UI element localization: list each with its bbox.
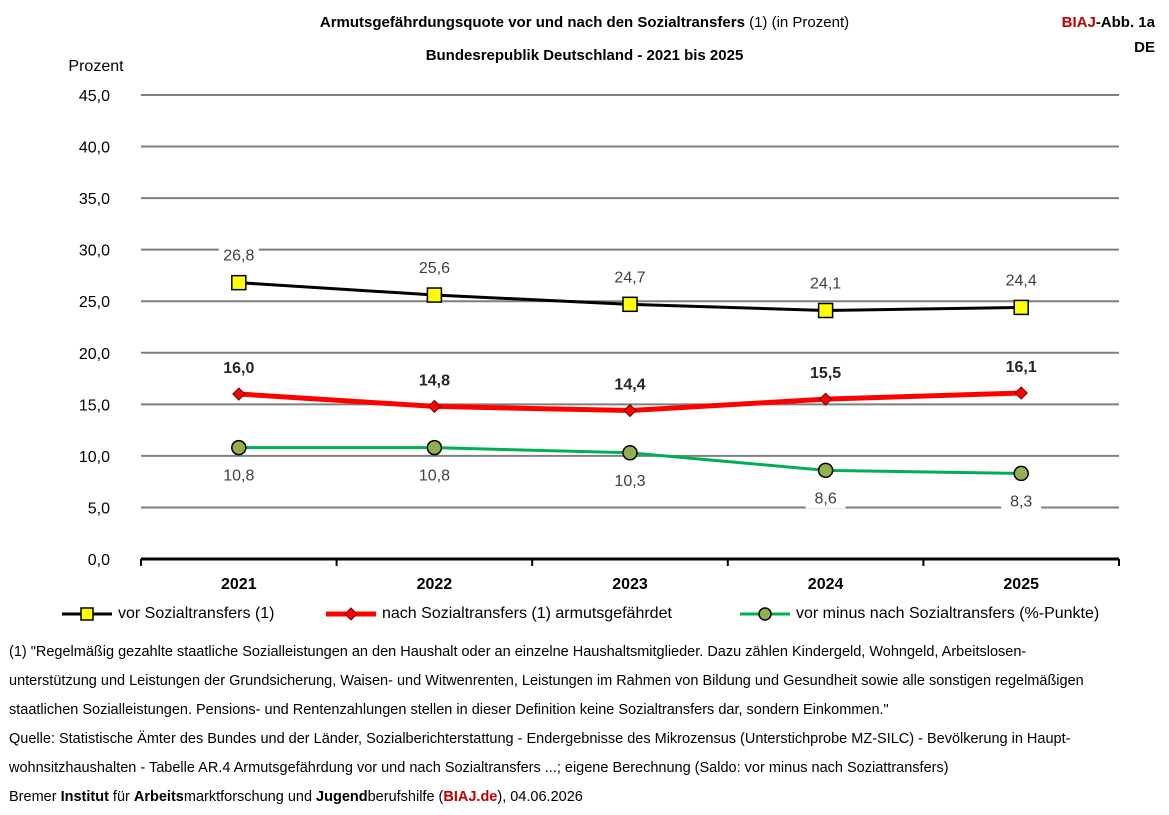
- footnote-line: unterstützung und Leistungen der Grundsi…: [9, 673, 1084, 689]
- legend-item-nach: nach Sozialtransfers (1) armutsgefährdet: [326, 605, 672, 623]
- data-label: 14,8: [419, 372, 450, 389]
- data-label: 10,3: [614, 473, 645, 490]
- data-label: 24,4: [1006, 272, 1037, 289]
- data-point-square: [231, 274, 247, 291]
- data-label: 8,6: [814, 490, 836, 507]
- source-line: Quelle: Statistische Ämter des Bundes un…: [9, 731, 1071, 747]
- data-label: 24,7: [614, 269, 645, 286]
- x-tick-label: 2024: [808, 576, 844, 593]
- chart-subtitle: Bundesrepublik Deutschland - 2021 bis 20…: [425, 47, 744, 64]
- data-label: 10,8: [223, 468, 254, 485]
- data-label-background: [1001, 356, 1042, 377]
- credit-link[interactable]: BIAJ.de: [443, 789, 498, 805]
- credit-line: Bremer Institut für Arbeitsmarktforschun…: [9, 783, 1164, 812]
- legend-swatch-square-icon: [62, 607, 112, 621]
- data-point-circle: [622, 445, 638, 461]
- footnote-line: (1) "Regelmäßig gezahlte staatliche Sozi…: [9, 644, 1027, 660]
- badge-brand: BIAJ: [1061, 14, 1096, 31]
- x-tick-label: 2023: [612, 576, 648, 593]
- source-line: wohnsitzhaushalten - Tabelle AR.4 Armuts…: [9, 760, 949, 776]
- chart-title-main: Armutsgefährdungsquote vor und nach den …: [319, 14, 745, 31]
- data-label-background: [805, 363, 846, 384]
- badge-figure-number: -Abb. 1a: [1095, 14, 1155, 31]
- y-axis-label: Prozent: [68, 58, 124, 75]
- data-label-background: [218, 358, 259, 379]
- data-point-square: [426, 287, 443, 303]
- data-point-square: [1013, 299, 1029, 316]
- data-point-square: [817, 302, 834, 319]
- x-tick-label: 2022: [417, 576, 453, 593]
- legend-label-nach: nach Sozialtransfers (1) armutsgefährdet: [382, 605, 672, 622]
- data-label: 24,1: [810, 276, 841, 293]
- data-label: 26,8: [223, 248, 254, 265]
- data-label-background: [805, 488, 846, 509]
- credit-text: für: [108, 789, 134, 805]
- legend-swatch-circle-icon: [740, 607, 790, 621]
- data-point-diamond: [232, 387, 246, 401]
- data-label-background: [1001, 491, 1042, 512]
- data-label-background: [805, 273, 846, 294]
- y-tick-label: 30,0: [79, 243, 110, 260]
- data-point-diamond: [427, 399, 442, 414]
- data-label: 10,8: [419, 468, 450, 485]
- chart-title: Armutsgefährdungsquote vor und nach den …: [0, 14, 1169, 31]
- data-point-circle: [426, 439, 443, 456]
- line-chart: 0,0 5,0 10,0 15,0 20,0 25,0 30,0 35,0 40,0 45,0 Pr…: [68, 58, 1120, 593]
- data-point-circle: [817, 462, 834, 479]
- data-point-circle: [231, 439, 247, 456]
- legend-swatch-diamond-icon: [326, 607, 376, 621]
- credit-text: marktforschung und: [183, 789, 317, 805]
- footnote-line: staatlichen Sozialleistungen. Pensions- …: [9, 702, 889, 718]
- credit-text: Institut: [60, 789, 109, 805]
- data-label: 16,0: [223, 360, 254, 377]
- y-tick-label: 20,0: [79, 346, 110, 363]
- y-tick-label: 5,0: [88, 500, 110, 517]
- x-tick-label: 2021: [221, 576, 257, 593]
- chart-title-unit: (1) (in Prozent): [744, 14, 850, 31]
- data-label-background: [610, 374, 650, 395]
- figure-badge: BIAJ-Abb. 1a DE: [1062, 10, 1155, 60]
- data-label: 25,6: [419, 260, 450, 277]
- data-point-circle: [1013, 465, 1029, 482]
- y-tick-label: 0,0: [88, 552, 110, 569]
- data-label: 16,1: [1006, 359, 1037, 376]
- data-point-diamond: [623, 403, 637, 418]
- footnotes: (1) "Regelmäßig gezahlte staatliche Sozi…: [9, 638, 1164, 812]
- data-label-background: [610, 267, 650, 288]
- data-label-background: [610, 470, 650, 491]
- data-label-background: [218, 465, 259, 486]
- y-tick-label: 45,0: [79, 88, 110, 105]
- data-label-background: [1001, 270, 1042, 291]
- credit-text: Arbeits: [133, 789, 184, 805]
- y-tick-label: 35,0: [79, 191, 110, 208]
- x-tick-label: 2025: [1003, 576, 1039, 593]
- legend: vor Sozialtransfers (1) nach Sozialtrans…: [62, 605, 1162, 627]
- credit-text: ), 04.06.2026: [497, 789, 583, 805]
- y-tick-label: 25,0: [79, 294, 110, 311]
- y-tick-label: 40,0: [79, 140, 110, 157]
- credit-text: Bremer: [9, 789, 61, 805]
- data-label: 8,3: [1010, 493, 1032, 510]
- data-label-background: [414, 258, 455, 279]
- legend-item-vor: vor Sozialtransfers (1): [62, 605, 275, 623]
- data-label: 15,5: [810, 365, 841, 382]
- data-label-background: [218, 245, 259, 266]
- data-label-background: [414, 370, 455, 391]
- data-label-background: [414, 465, 455, 486]
- legend-item-differenz: vor minus nach Sozialtransfers (%-Punkte…: [740, 605, 1099, 623]
- data-point-diamond: [1014, 386, 1028, 400]
- legend-label-differenz: vor minus nach Sozialtransfers (%-Punkte…: [796, 605, 1100, 622]
- credit-text: Jugend: [316, 789, 368, 805]
- y-tick-label: 15,0: [79, 397, 110, 414]
- data-point-square: [622, 296, 638, 313]
- badge-region: DE: [1134, 39, 1155, 56]
- credit-text: berufshilfe (: [367, 789, 444, 805]
- y-tick-label: 10,0: [79, 449, 110, 466]
- legend-label-vor: vor Sozialtransfers (1): [118, 605, 275, 622]
- data-point-diamond: [818, 392, 833, 406]
- data-label: 14,4: [614, 377, 645, 394]
